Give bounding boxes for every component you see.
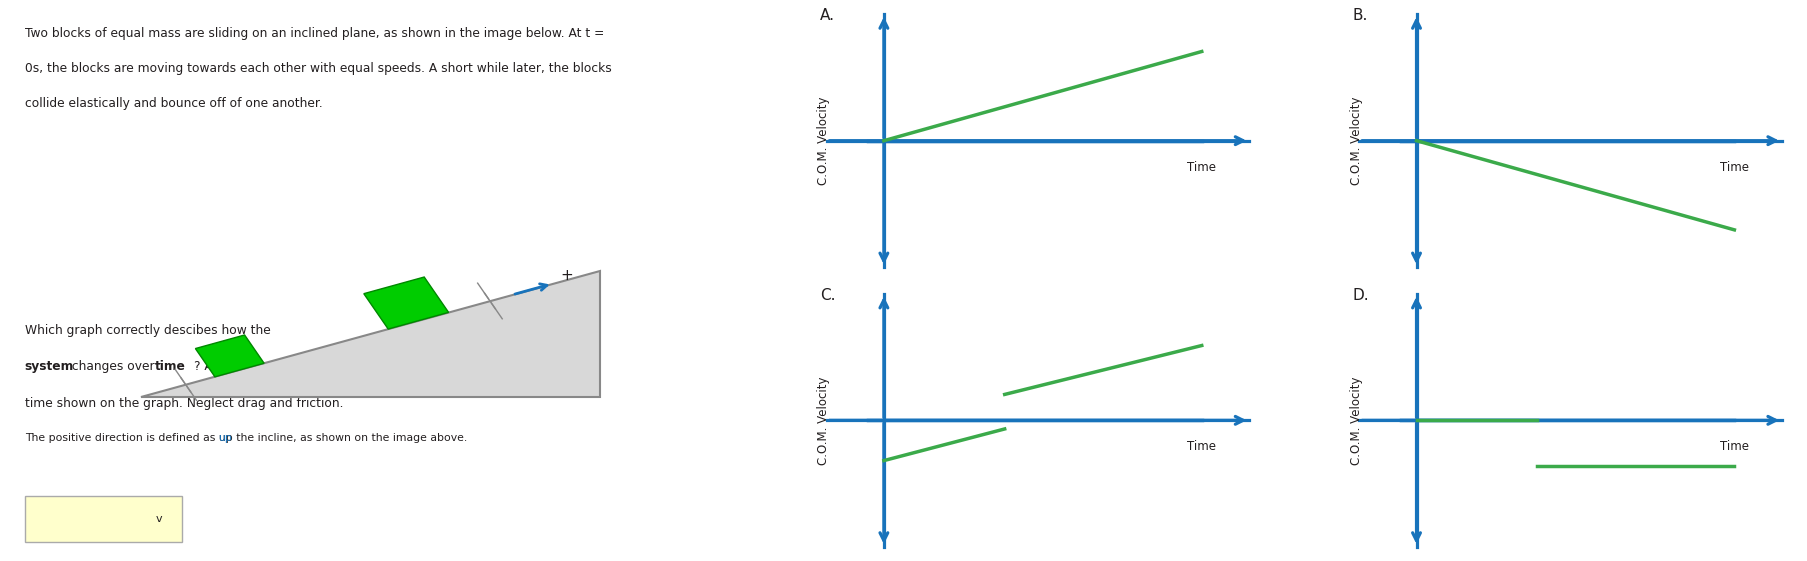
Text: system: system [25, 360, 74, 373]
Text: ? Assume both blocks remain on the ramp for the duration of the: ? Assume both blocks remain on the ramp … [193, 360, 595, 373]
Text: B.: B. [1353, 8, 1368, 24]
Text: changes over: changes over [69, 360, 159, 373]
Text: A.: A. [820, 8, 835, 24]
Text: Time: Time [1720, 440, 1749, 453]
Text: Which graph correctly descibes how the: Which graph correctly descibes how the [25, 324, 275, 337]
Text: +: + [560, 268, 573, 283]
Text: time: time [155, 360, 186, 373]
Text: The positive direction is defined as up the incline, as shown on the image above: The positive direction is defined as up … [25, 434, 466, 443]
Text: Two blocks of equal mass are sliding on an inclined plane, as shown in the image: Two blocks of equal mass are sliding on … [25, 27, 604, 40]
Text: time shown on the graph. Neglect drag and friction.: time shown on the graph. Neglect drag an… [25, 397, 343, 410]
Text: v: v [155, 514, 163, 524]
Text: C.O.M. Velocity: C.O.M. Velocity [1350, 376, 1362, 465]
Text: Time: Time [1187, 440, 1216, 453]
Text: C.O.M. Velocity: C.O.M. Velocity [1350, 96, 1362, 185]
Polygon shape [363, 277, 448, 329]
Text: C.O.M. Velocity: C.O.M. Velocity [817, 376, 829, 465]
Text: C.O.M. Velocity: C.O.M. Velocity [817, 96, 829, 185]
Text: D.: D. [1353, 288, 1370, 303]
Text: up: up [217, 434, 231, 443]
Polygon shape [141, 271, 600, 397]
FancyBboxPatch shape [25, 496, 183, 542]
Text: Time: Time [1720, 161, 1749, 174]
Text: collide elastically and bounce off of one another.: collide elastically and bounce off of on… [25, 98, 322, 111]
Polygon shape [195, 335, 264, 377]
Text: C.: C. [820, 288, 837, 303]
Text: Time: Time [1187, 161, 1216, 174]
Text: 0s, the blocks are moving towards each other with equal speeds. A short while la: 0s, the blocks are moving towards each o… [25, 62, 611, 75]
